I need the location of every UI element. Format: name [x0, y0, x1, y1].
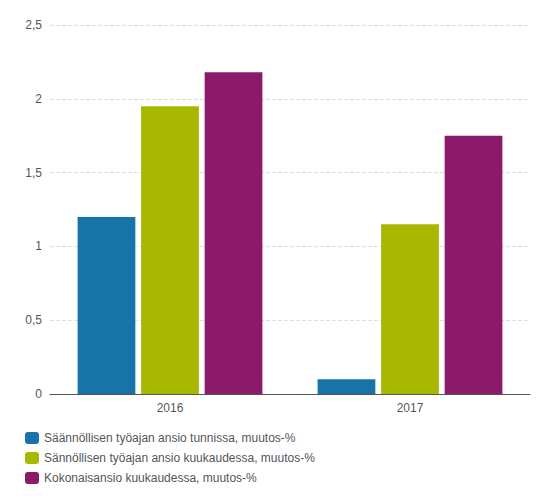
svg-text:2016: 2016: [157, 401, 184, 415]
svg-text:1: 1: [35, 239, 42, 253]
svg-text:2017: 2017: [397, 401, 424, 415]
svg-text:2,5: 2,5: [25, 18, 42, 32]
svg-text:0,5: 0,5: [25, 313, 42, 327]
svg-text:Kokonaisansio kuukaudessa, muu: Kokonaisansio kuukaudessa, muutos-%: [44, 471, 257, 485]
svg-text:1,5: 1,5: [25, 166, 42, 180]
svg-text:0: 0: [35, 387, 42, 401]
svg-text:Säännöllisen työajan ansio tun: Säännöllisen työajan ansio tunnissa, muu…: [44, 431, 296, 445]
svg-text:Sännöllisen työajan ansio kuuk: Sännöllisen työajan ansio kuukaudessa, m…: [44, 451, 315, 465]
svg-text:2: 2: [35, 92, 42, 106]
